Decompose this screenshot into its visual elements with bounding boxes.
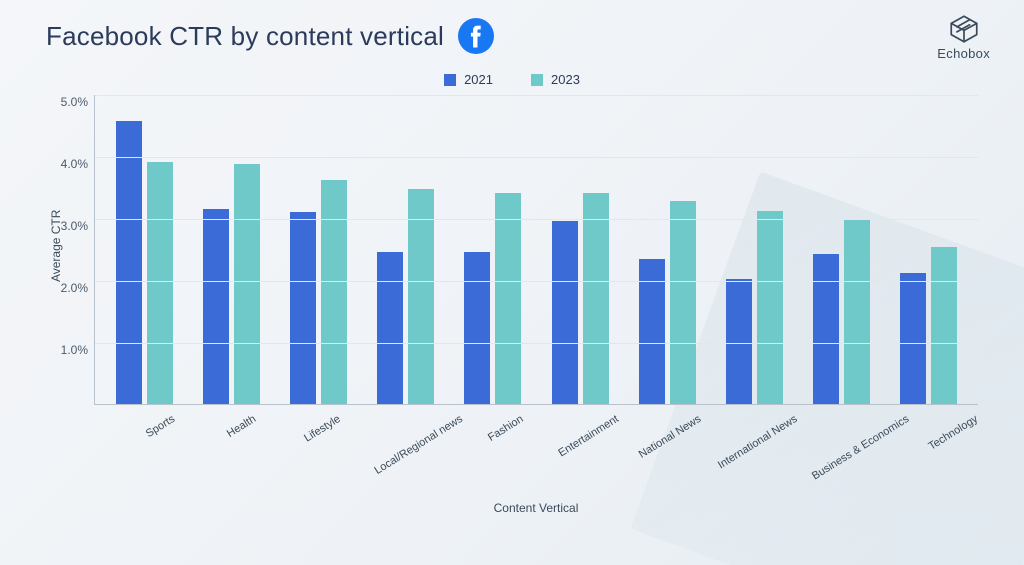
bar-group [798, 220, 885, 404]
y-axis: 1.0% 2.0% 3.0% 4.0% 5.0% [46, 95, 94, 405]
page-title: Facebook CTR by content vertical [46, 21, 444, 52]
bar [495, 193, 521, 404]
y-tick-label: 3.0% [61, 219, 88, 233]
bar-group [885, 247, 972, 404]
x-tick: Entertainment [526, 405, 607, 423]
x-tick-label: Business & Economics [810, 413, 911, 482]
x-tick: Health [181, 405, 262, 423]
brand-name: Echobox [937, 46, 990, 61]
bar-groups [95, 95, 978, 404]
bar-group [536, 193, 623, 404]
y-tick-label: 1.0% [61, 343, 88, 357]
grid-line [95, 219, 978, 220]
grid-line [95, 157, 978, 158]
x-axis-labels: SportsHealthLifestyleLocal/Regional news… [94, 405, 978, 423]
bar [116, 121, 142, 404]
x-tick-label: Health [225, 413, 258, 440]
x-tick-label: Sports [143, 413, 176, 440]
x-tick-label: Local/Regional news [373, 413, 465, 477]
bar [670, 201, 696, 404]
bar [377, 252, 403, 404]
bar [464, 252, 490, 404]
x-tick: Lifestyle [262, 405, 343, 423]
x-tick: Local/Regional news [343, 405, 445, 423]
legend-label: 2021 [464, 72, 493, 87]
facebook-icon [458, 18, 494, 54]
bar-group [188, 164, 275, 404]
bar [844, 220, 870, 404]
bar [290, 212, 316, 404]
x-tick-label: Entertainment [556, 413, 620, 459]
bar [931, 247, 957, 404]
chart: Average CTR 1.0%2.0%3.0%4.0%5.0% SportsH… [46, 95, 978, 405]
x-tick-label: National News [637, 413, 704, 461]
header: Facebook CTR by content vertical [46, 18, 978, 54]
grid-line [95, 281, 978, 282]
chart-container: Facebook CTR by content vertical Echobox… [0, 0, 1024, 565]
brand-logo: Echobox [937, 14, 990, 61]
bar [234, 164, 260, 404]
legend-item: 2021 [444, 72, 493, 87]
bar-group [449, 193, 536, 404]
bar [583, 193, 609, 404]
bar [900, 273, 926, 404]
legend-item: 2023 [531, 72, 580, 87]
plot-area [94, 95, 978, 405]
echobox-icon [947, 14, 981, 44]
bar [757, 211, 783, 404]
bar [203, 209, 229, 404]
grid-line [95, 343, 978, 344]
bar [726, 279, 752, 404]
legend-swatch [444, 74, 456, 86]
x-tick-label: Fashion [486, 413, 526, 444]
bar-group [101, 121, 188, 404]
x-tick-label: Technology [926, 413, 980, 453]
legend: 2021 2023 [46, 72, 978, 87]
bar-group [711, 211, 798, 404]
legend-swatch [531, 74, 543, 86]
bar [147, 162, 173, 404]
bar [408, 189, 434, 404]
bar [321, 180, 347, 404]
bar-group [362, 189, 449, 404]
y-tick-label: 5.0% [61, 95, 88, 109]
legend-label: 2023 [551, 72, 580, 87]
bar [813, 254, 839, 404]
bar [552, 221, 578, 404]
bar-group [624, 201, 711, 404]
x-tick-label: Lifestyle [303, 413, 344, 445]
x-tick-label: International News [716, 413, 800, 471]
x-tick: Sports [100, 405, 181, 423]
y-tick-label: 4.0% [61, 157, 88, 171]
grid-line [95, 95, 978, 96]
bar-group [275, 180, 362, 404]
y-tick-label: 2.0% [61, 281, 88, 295]
x-axis-label: Content Vertical [94, 501, 978, 515]
